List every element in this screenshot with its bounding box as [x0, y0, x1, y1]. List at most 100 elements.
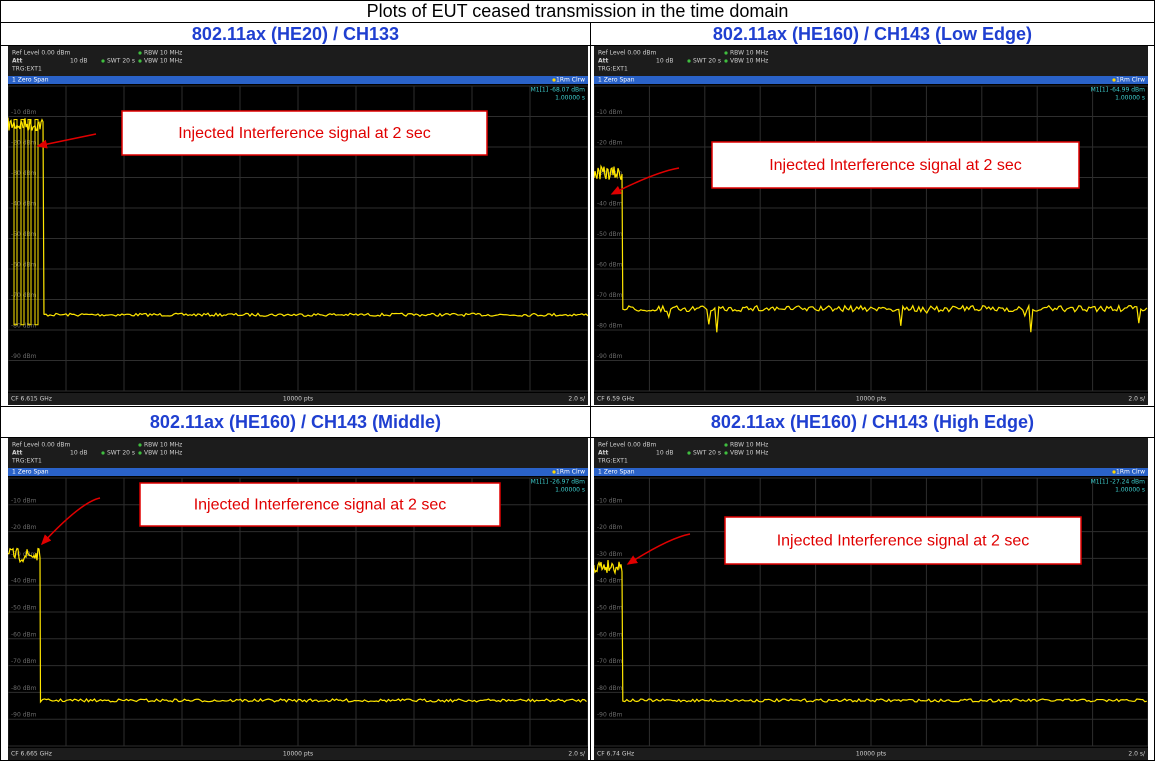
status-text: TRG:EXT1 — [597, 66, 628, 73]
status-text: Ref Level 0.00 dBm — [598, 50, 657, 57]
status-dot — [724, 51, 728, 55]
annotation-box — [139, 482, 501, 527]
grid-label: -70 dBm — [11, 658, 37, 665]
panel-heading: 802.11ax (HE20) / CH133 — [0, 22, 591, 46]
status-text: 2.0 s/ — [568, 751, 586, 758]
grid-label: -60 dBm — [597, 631, 623, 638]
status-text: VBW 10 MHz — [144, 58, 182, 65]
status-dot — [138, 451, 142, 455]
trace — [8, 117, 588, 318]
panel-heading: 802.11ax (HE160) / CH143 (High Edge) — [590, 406, 1155, 438]
footer — [8, 393, 588, 405]
grid-label: -30 dBm — [11, 551, 37, 558]
status-text: RBW 10 MHz — [144, 50, 182, 57]
status-text: 1Rm Clrw — [556, 77, 585, 84]
status-dot — [724, 451, 728, 455]
status-text: Att — [12, 450, 23, 457]
status-dot — [687, 451, 691, 455]
span-bar — [594, 76, 1148, 84]
grid-label: -80 dBm — [597, 685, 623, 692]
status-dot — [138, 443, 142, 447]
trace — [594, 559, 1147, 703]
status-text: Ref Level 0.00 dBm — [12, 442, 71, 449]
grid-label: -20 dBm — [11, 524, 37, 531]
status-text: Ref Level 0.00 dBm — [12, 50, 71, 57]
trace — [8, 547, 587, 704]
grid-label: -40 dBm — [11, 578, 37, 585]
grid-label: -90 dBm — [11, 353, 37, 360]
status-text: 2.0 s/ — [1128, 396, 1146, 403]
status-area — [8, 438, 588, 468]
status-text: VBW 10 MHz — [144, 450, 182, 457]
trace-dot — [1112, 78, 1116, 82]
footer — [594, 393, 1148, 405]
status-text: CF 6.615 GHz — [11, 396, 52, 403]
status-text: 1 Zero Span — [598, 77, 635, 84]
status-text: 1.00000 s — [555, 487, 585, 494]
grid-label: -10 dBm — [597, 109, 623, 116]
annotation-box — [121, 110, 488, 156]
status-text: Att — [598, 450, 609, 457]
grid-label: -90 dBm — [11, 712, 37, 719]
annotation: Injected Interference signal at 2 sec — [777, 533, 1030, 550]
status-text: 10000 pts — [283, 396, 313, 403]
grid-label: -80 dBm — [11, 685, 37, 692]
status-text: RBW 10 MHz — [144, 442, 182, 449]
status-dot — [724, 443, 728, 447]
status-text: 10000 pts — [856, 396, 886, 403]
grid-label: -20 dBm — [597, 524, 623, 531]
annotation-box — [724, 516, 1082, 565]
status-text: 1Rm Clrw — [556, 469, 585, 476]
status-text: SWT 20 s — [107, 450, 135, 457]
status-dot — [101, 59, 105, 63]
status-area — [594, 438, 1148, 468]
trace-dot — [552, 78, 556, 82]
annotation: Injected Interference signal at 2 sec — [769, 157, 1022, 174]
arrow — [626, 533, 691, 565]
grid-label: -50 dBm — [597, 605, 623, 612]
trace-burst — [34, 119, 39, 326]
status-text: Ref Level 0.00 dBm — [598, 442, 657, 449]
grid-label: -50 dBm — [11, 605, 37, 612]
status-dot — [138, 59, 142, 63]
status-text: RBW 10 MHz — [730, 442, 768, 449]
status-area — [8, 46, 588, 76]
table-title: Plots of EUT ceased transmission in the … — [0, 0, 1155, 23]
trace-dot — [1112, 470, 1116, 474]
grid-label: -20 dBm — [597, 140, 623, 147]
status-text: 2.0 s/ — [1128, 751, 1146, 758]
status-text: SWT 20 s — [107, 58, 135, 65]
status-text: 10 dB — [656, 450, 673, 457]
status-text: 1Rm Clrw — [1116, 469, 1145, 476]
trace-burst — [13, 119, 18, 326]
status-text: VBW 10 MHz — [730, 58, 768, 65]
status-text: SWT 20 s — [693, 58, 721, 65]
arrow — [36, 133, 97, 149]
grid-label: -90 dBm — [597, 353, 623, 360]
grid-label: -30 dBm — [597, 551, 623, 558]
panel-heading: 802.11ax (HE160) / CH143 (Low Edge) — [590, 22, 1155, 46]
status-dot — [138, 51, 142, 55]
grid-label: -80 dBm — [597, 323, 623, 330]
annotation: Injected Interference signal at 2 sec — [178, 125, 431, 142]
status-dot — [101, 451, 105, 455]
arrow — [40, 497, 101, 546]
footer — [594, 748, 1148, 760]
status-text: M1[1] -64.99 dBm — [1091, 87, 1146, 94]
annotation-box — [711, 141, 1080, 189]
status-text: VBW 10 MHz — [730, 450, 768, 457]
status-area — [594, 46, 1148, 76]
grid-label: -70 dBm — [597, 292, 623, 299]
grid-label: -70 dBm — [597, 658, 623, 665]
status-text: TRG:EXT1 — [11, 458, 42, 465]
footer — [8, 748, 588, 760]
grid-label: -40 dBm — [597, 578, 623, 585]
status-text: 1.00000 s — [555, 95, 585, 102]
status-text: CF 6.59 GHz — [597, 396, 634, 403]
span-bar — [8, 468, 588, 476]
span-bar — [594, 468, 1148, 476]
